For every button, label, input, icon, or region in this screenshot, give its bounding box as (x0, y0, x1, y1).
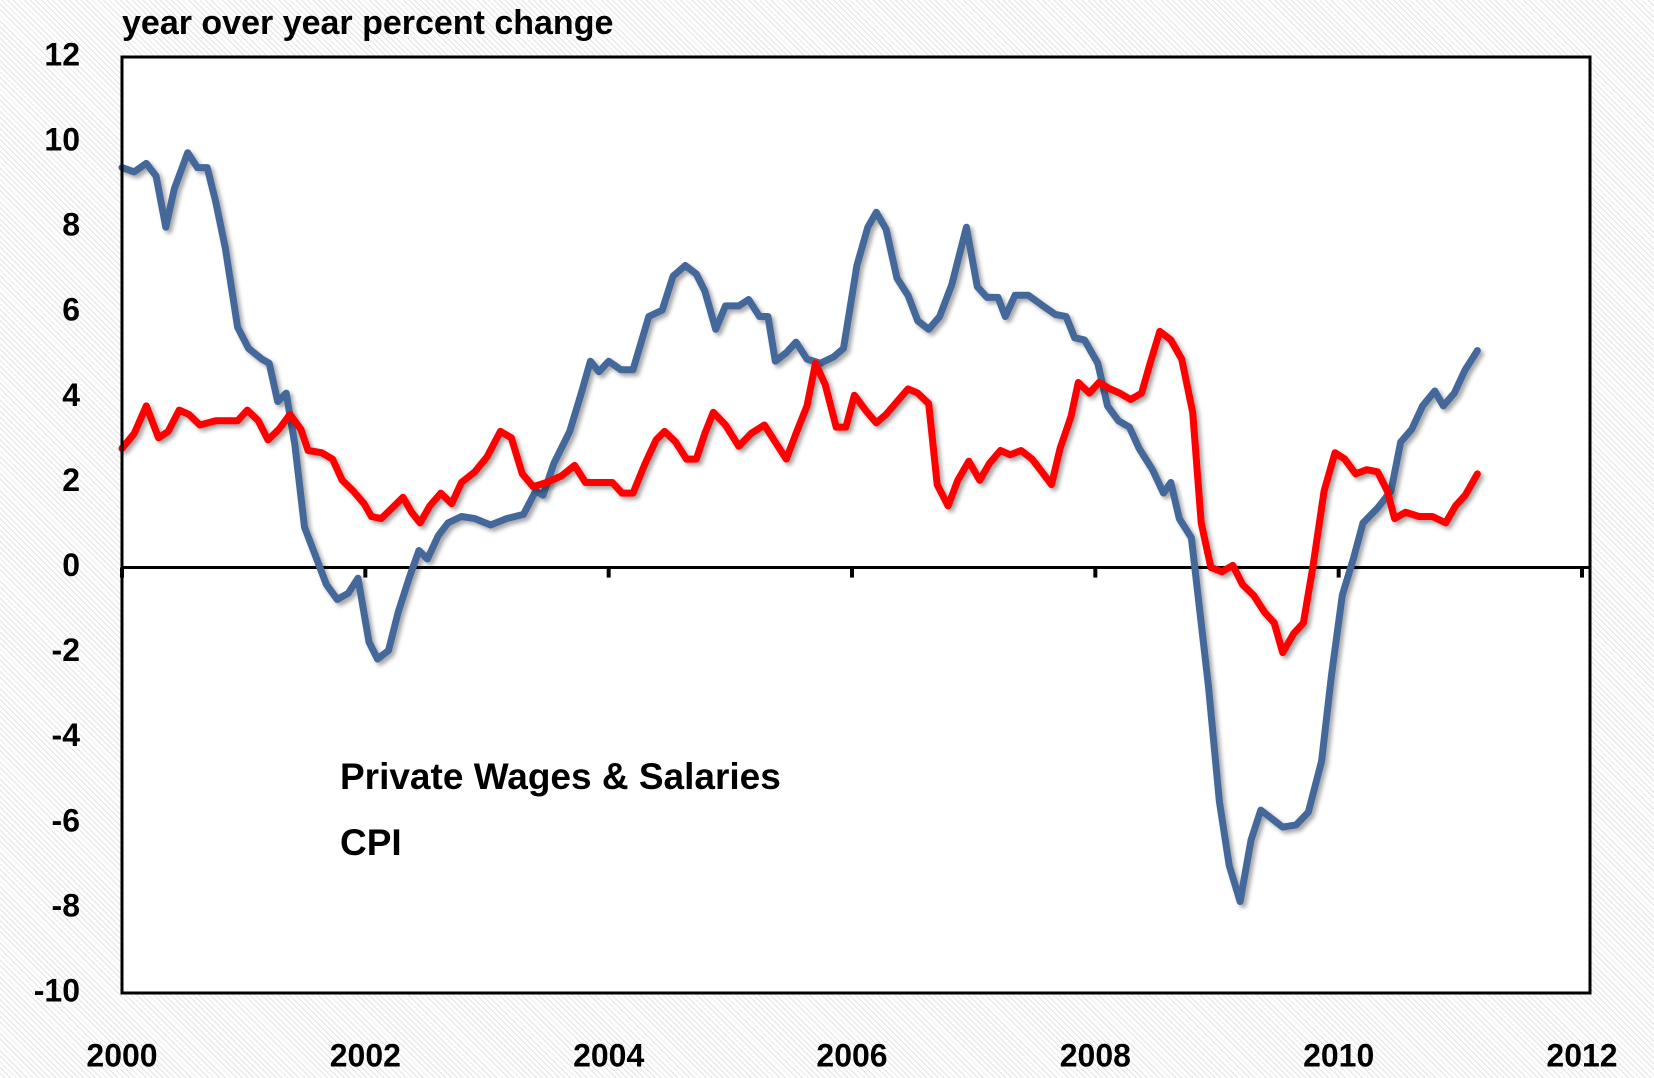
x-tick-label: 2008 (1060, 1037, 1131, 1073)
x-tick-label: 2002 (330, 1037, 401, 1073)
y-tick-label: -2 (52, 632, 80, 668)
y-tick-label: -4 (52, 717, 81, 753)
x-tick-label: 2012 (1546, 1037, 1617, 1073)
y-tick-label: 4 (62, 377, 80, 413)
plot-area (122, 57, 1590, 993)
x-tick-label: 2010 (1303, 1037, 1374, 1073)
y-tick-label: 8 (62, 207, 80, 243)
x-tick-label: 2004 (573, 1037, 644, 1073)
data-line (118, 327, 1481, 657)
legend-label: CPI (340, 822, 402, 863)
y-tick-label: 12 (44, 36, 80, 72)
x-tick-label: 2000 (86, 1037, 157, 1073)
x-tick-label: 2006 (816, 1037, 887, 1073)
y-tick-label: 2 (62, 462, 80, 498)
chart-title: year over year percent change (122, 4, 613, 42)
y-tick-label: 0 (62, 547, 80, 583)
y-tick-label: -8 (52, 887, 80, 923)
y-tick-label: -6 (52, 802, 80, 838)
y-tick-label: 10 (44, 122, 80, 158)
plot-frame (120, 55, 1592, 995)
data-line (118, 149, 1481, 905)
y-tick-label: -10 (34, 972, 80, 1008)
y-tick-label: 6 (62, 292, 80, 328)
legend-label: Private Wages & Salaries (340, 756, 781, 797)
